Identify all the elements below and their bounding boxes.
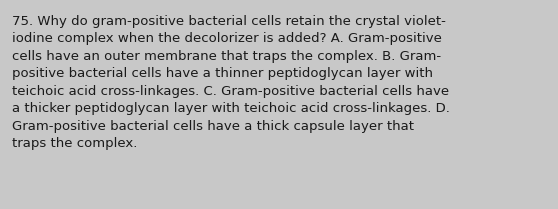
Text: 75. Why do gram-positive bacterial cells retain the crystal violet-
iodine compl: 75. Why do gram-positive bacterial cells…: [12, 15, 450, 150]
